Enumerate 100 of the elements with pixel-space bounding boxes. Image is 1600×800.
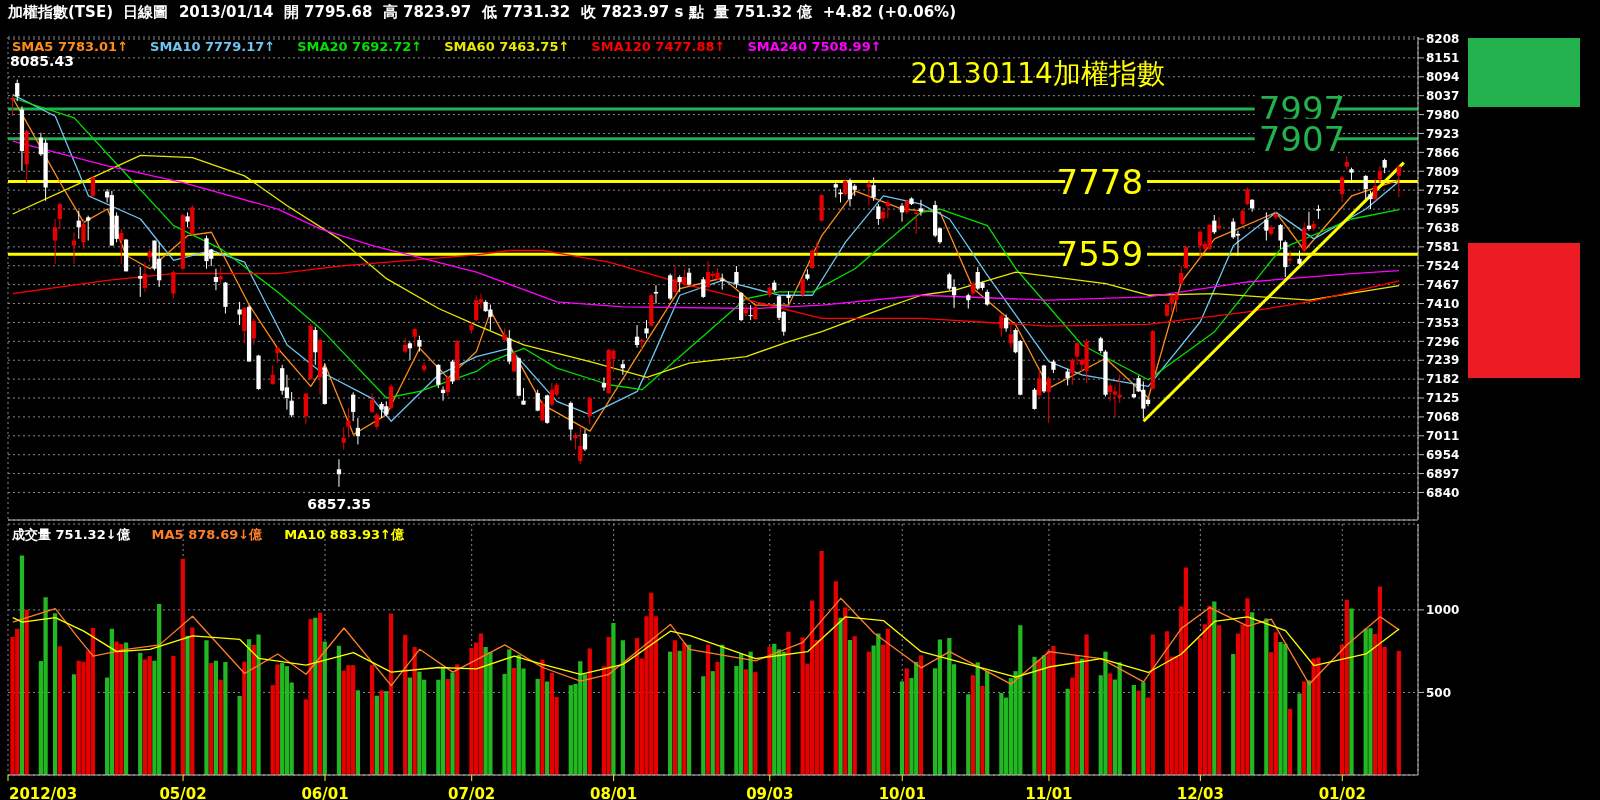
bar [138,652,143,775]
bar [1396,650,1401,775]
y-tick-label: 1000 [1426,603,1460,618]
bar [1183,567,1189,775]
bar [317,612,323,775]
candlestick [1377,165,1383,184]
bar [1117,662,1122,775]
candlestick [346,407,351,439]
y-tick-label: 7296 [1426,334,1460,349]
bar [284,666,290,775]
x-tick-label: 07/02 [448,785,496,800]
bar [668,651,673,775]
text: MA10 883.93↑億 [284,526,404,544]
bar [1302,681,1307,775]
candlestick [303,392,308,425]
candlestick [10,94,15,117]
text: MA5 878.69↓億 [151,526,263,544]
x-tick-label: 2012/03 [9,785,78,800]
candlestick [1070,357,1075,386]
bar [1103,651,1108,775]
bar [57,646,62,775]
bar [786,631,791,775]
y-tick-label: 7353 [1426,315,1460,330]
bar [753,672,758,775]
bar [772,643,777,775]
x-tick-label: 12/03 [1176,785,1224,800]
candlestick [1037,369,1042,397]
y-tick-label: 7809 [1426,164,1460,179]
bar [1216,625,1222,775]
candlestick [1032,387,1037,411]
bar [455,664,460,775]
x-tick-label: 05/02 [159,785,207,800]
bar [1306,680,1312,775]
bar [369,665,375,775]
bar [980,685,985,775]
bar [1074,655,1080,775]
bar [403,634,408,775]
bar [876,633,881,775]
candlestick [814,241,819,257]
candlestick [90,175,96,198]
bar [43,597,48,775]
y-tick-label: 8094 [1426,70,1460,85]
bar [677,650,682,775]
candlestick [951,278,957,309]
candlestick [436,363,441,389]
bar [346,665,351,775]
candlestick [71,231,77,265]
bar [545,681,550,775]
bar [1368,628,1373,775]
y-tick-label: 7467 [1426,277,1460,292]
bar [440,667,446,775]
bar [142,659,148,775]
bar [1349,608,1354,775]
candlestick [1183,245,1189,270]
text: SMA60 7463.75↑ [444,39,570,54]
candlestick [810,248,815,270]
line-series [12,154,1400,379]
line-series [12,597,1400,687]
bar [620,640,625,775]
bar [720,644,725,775]
candlestick [743,304,749,318]
bar [1287,708,1293,775]
bar [885,628,890,775]
candlestick [578,425,583,465]
bar [819,550,824,775]
candlestick [1074,341,1080,366]
bar [19,555,25,775]
bar [1207,605,1212,775]
candlestick [668,273,673,301]
candlestick [57,201,62,230]
candlestick [800,277,805,298]
bar [478,633,484,775]
candlestick [918,199,924,217]
candlestick [871,177,876,202]
candlestick [1197,230,1203,260]
bar [1032,656,1037,775]
bar [52,613,58,775]
candlestick [1174,292,1179,313]
bar [838,617,843,775]
bar [1136,690,1141,775]
y-tick-label: 500 [1426,685,1452,700]
candlestick [549,382,555,407]
candlestick [142,261,148,293]
y-tick-label: 6954 [1426,447,1460,462]
y-tick-label: 7638 [1426,221,1460,236]
bar [322,641,327,775]
candlestick [213,268,219,291]
candlestick [1231,217,1236,240]
bar [1264,618,1269,775]
y-tick-label: 7923 [1426,126,1460,141]
bar [384,691,389,775]
bar [24,609,29,775]
bar [450,672,455,775]
text: SMA5 7783.01↑ [12,39,129,54]
bar [1141,682,1146,775]
candlestick [885,199,890,219]
candlestick [1046,375,1051,424]
bar [686,644,692,775]
y-tick-label: 8037 [1426,88,1460,103]
bar [606,637,611,775]
